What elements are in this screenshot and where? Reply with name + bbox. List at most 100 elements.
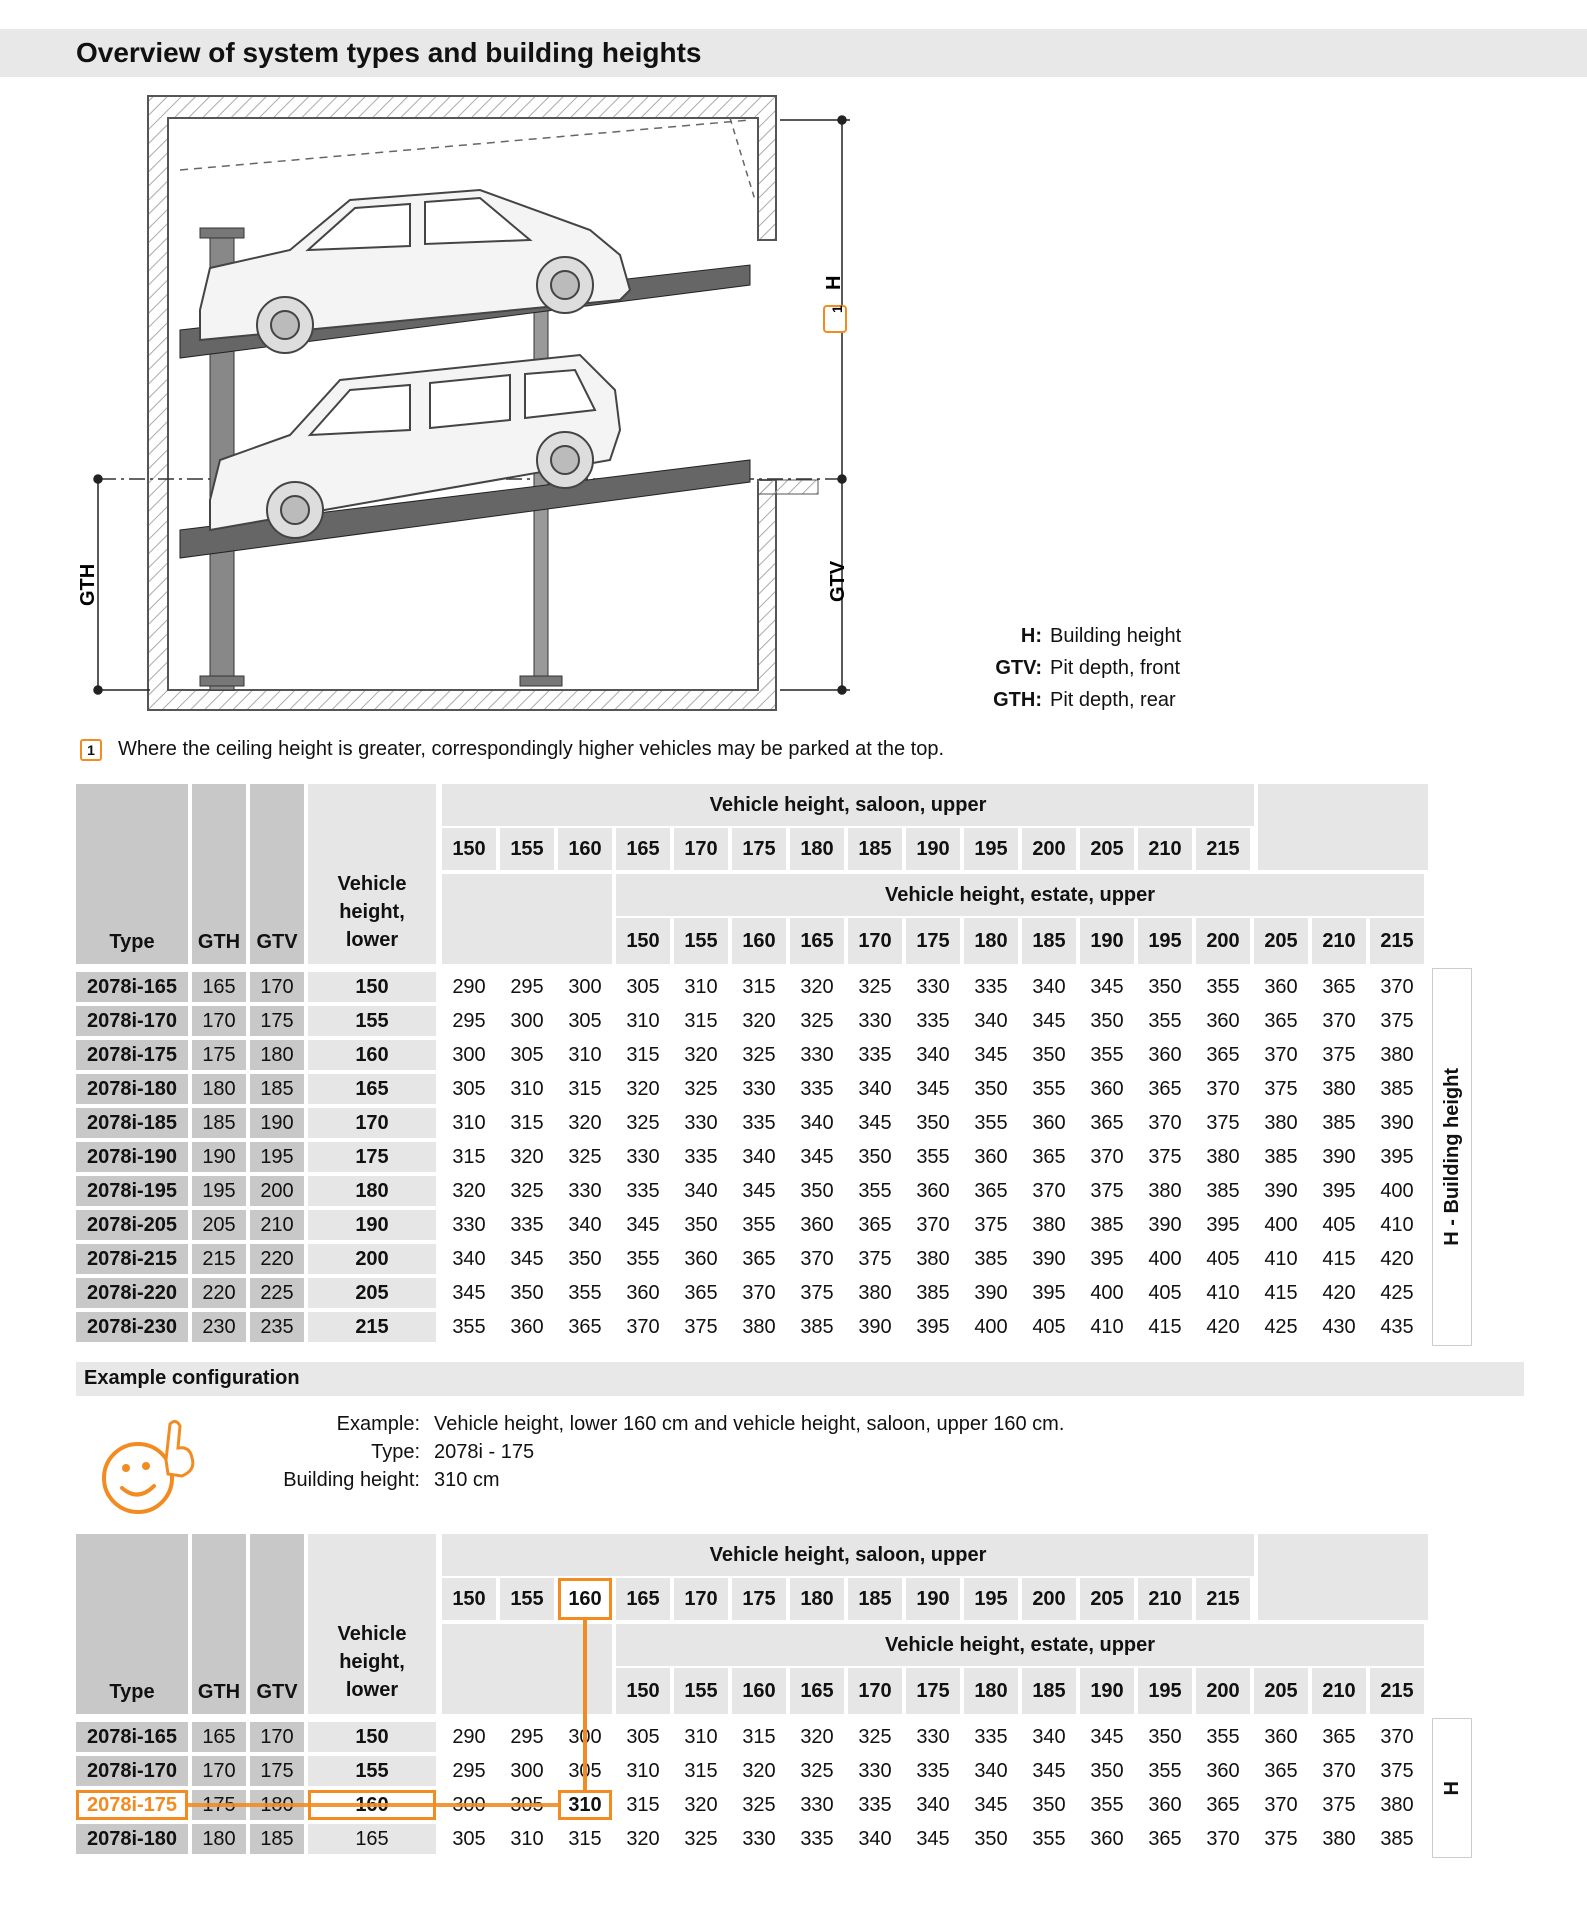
saloon-car: [199, 188, 632, 354]
table-cell: 320: [452, 1179, 486, 1202]
table-cell: 365: [1206, 1793, 1240, 1816]
table-cell: 355: [1032, 1077, 1066, 1100]
row-type: 2078i-180: [76, 1074, 188, 1104]
table-cell: 305: [452, 1077, 486, 1100]
row-type: 2078i-165: [76, 972, 188, 1002]
table-cell: 390: [974, 1281, 1008, 1304]
gtv-dimension-label: GTV: [827, 560, 849, 602]
table-cell: 380: [1322, 1077, 1356, 1100]
table-cell: 365: [1148, 1077, 1182, 1100]
table-cell: 435: [1380, 1315, 1414, 1338]
estate-col-155: 155: [674, 1668, 728, 1714]
saloon-col-160: 160: [558, 828, 612, 870]
table-cell: 395: [1322, 1179, 1356, 1202]
table-cell: 415: [1264, 1281, 1298, 1304]
table-cell: 315: [742, 975, 776, 998]
saloon-col-180: 180: [790, 828, 844, 870]
estate-col-165: 165: [790, 918, 844, 964]
row-type: 2078i-205: [76, 1210, 188, 1240]
row-gtv: 190: [250, 1108, 304, 1138]
table-cell: 325: [742, 1793, 776, 1816]
table-cell: 355: [858, 1179, 892, 1202]
table-cell: 340: [974, 1009, 1008, 1032]
table-cell: 325: [742, 1043, 776, 1066]
table-cell: 380: [1380, 1043, 1414, 1066]
building-height-side-label: H: [1440, 1780, 1463, 1796]
table-cell: 365: [974, 1179, 1008, 1202]
table-cell: 310: [626, 1759, 660, 1782]
header-type: Type: [76, 784, 188, 964]
header-estate: Vehicle height, estate, upper: [616, 874, 1424, 916]
estate-col-190: 190: [1080, 918, 1134, 964]
row-gth: 180: [192, 1824, 246, 1854]
row-gth: 170: [192, 1006, 246, 1036]
table-cell: 335: [626, 1179, 660, 1202]
table-cell: 380: [742, 1315, 776, 1338]
table-cell: 390: [1380, 1111, 1414, 1134]
table-cell: 330: [684, 1111, 718, 1134]
table-cell: 350: [974, 1077, 1008, 1100]
table-cell: 315: [452, 1145, 486, 1168]
row-gtv: 170: [250, 1722, 304, 1752]
table-cell: 320: [684, 1793, 718, 1816]
table-cell: 345: [974, 1043, 1008, 1066]
table-cell: 330: [626, 1145, 660, 1168]
table-cell: 340: [800, 1111, 834, 1134]
estate-car: [209, 353, 622, 539]
gth-dimension-label: GTH: [77, 564, 99, 606]
row-type: 2078i-185: [76, 1108, 188, 1138]
header-saloon: Vehicle height, saloon, upper: [442, 784, 1254, 826]
table-cell: 370: [1322, 1009, 1356, 1032]
table-cell: 315: [684, 1009, 718, 1032]
table-cell: 380: [1206, 1145, 1240, 1168]
table-cell: 410: [1380, 1213, 1414, 1236]
row-gth: 205: [192, 1210, 246, 1240]
saloon-col-150: 150: [442, 828, 496, 870]
table-cell: 360: [1090, 1827, 1124, 1850]
table-cell: 370: [1264, 1793, 1298, 1816]
row-gth: 180: [192, 1074, 246, 1104]
table-cell: 310: [510, 1827, 544, 1850]
table-cell: 355: [974, 1111, 1008, 1134]
table-cell: 365: [684, 1281, 718, 1304]
table-cell: 390: [1148, 1213, 1182, 1236]
table-cell: 345: [1032, 1009, 1066, 1032]
table-cell: 365: [1148, 1827, 1182, 1850]
note-marker-badge: 1: [80, 738, 102, 761]
table-cell: 330: [800, 1043, 834, 1066]
table-cell: 355: [1148, 1759, 1182, 1782]
table-cell: 365: [1206, 1043, 1240, 1066]
table-cell: 355: [626, 1247, 660, 1270]
table-cell: 370: [1206, 1827, 1240, 1850]
estate-col-180: 180: [964, 1668, 1018, 1714]
h-dimension-label: H: [823, 276, 845, 290]
table-cell: 360: [626, 1281, 660, 1304]
table-cell: 370: [1032, 1179, 1066, 1202]
table-cell: 390: [1264, 1179, 1298, 1202]
table-cell: 410: [1206, 1281, 1240, 1304]
table-cell: 290: [452, 1725, 486, 1748]
parking-system-diagram: H 1 GTV GTH: [77, 95, 850, 711]
table-cell: 415: [1322, 1247, 1356, 1270]
table-cell: 375: [1090, 1179, 1124, 1202]
header-saloon-right: [1258, 1534, 1428, 1620]
row-gtv: 225: [250, 1278, 304, 1308]
table-cell: 365: [742, 1247, 776, 1270]
table-cell: 335: [858, 1043, 892, 1066]
table-cell: 370: [1090, 1145, 1124, 1168]
table-cell: 325: [684, 1077, 718, 1100]
header-gtv: GTV: [250, 1534, 304, 1714]
estate-col-155: 155: [674, 918, 728, 964]
row-gtv: 200: [250, 1176, 304, 1206]
estate-col-205: 205: [1254, 1668, 1308, 1714]
table-cell: 335: [916, 1759, 950, 1782]
saloon-col-195: 195: [964, 1578, 1018, 1620]
table-cell: 320: [800, 1725, 834, 1748]
table-cell: 330: [452, 1213, 486, 1236]
table-cell: 310: [568, 1043, 602, 1066]
table-cell: 345: [916, 1827, 950, 1850]
table-cell: 395: [1090, 1247, 1124, 1270]
header-lower: Vehicle height, lower: [308, 784, 436, 964]
estate-col-175: 175: [906, 918, 960, 964]
row-gth: 230: [192, 1312, 246, 1342]
